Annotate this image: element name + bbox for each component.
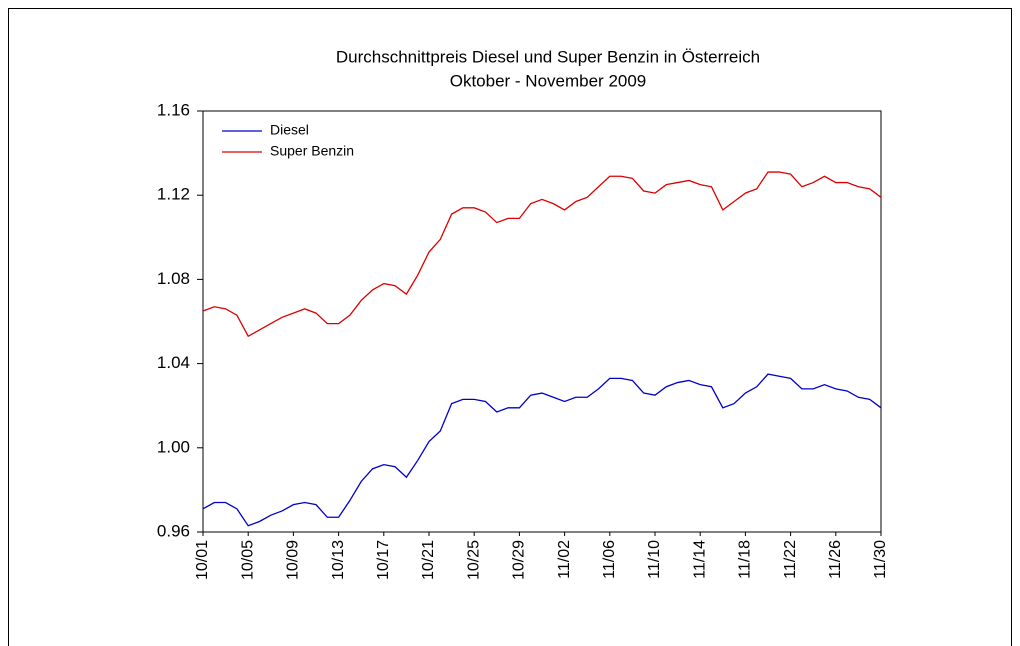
line-series [202,171,882,338]
chart-title: Durchschnittpreis Diesel und Super Benzi… [336,47,760,66]
x-tick-label: 10/09 [285,540,302,580]
x-tick-label: 10/25 [465,540,482,580]
plot-area [202,110,882,533]
x-tick-label: 11/22 [782,540,799,579]
y-tick-label: 1.00 [157,437,190,456]
x-tick-label: 10/21 [420,540,437,580]
y-tick-label: 1.08 [157,269,190,288]
x-tick-label: 10/05 [239,540,256,580]
x-tick-label: 11/10 [646,540,663,579]
x-tick-label: 11/18 [737,540,754,579]
legend-label: Super Benzin [270,143,354,159]
x-tick-label: 10/29 [511,540,528,580]
x-tick-label: 11/14 [691,540,708,579]
x-tick-label: 10/01 [194,540,211,580]
y-tick-label: 1.16 [157,100,190,119]
y-tick-label: 0.96 [157,521,190,540]
x-tick-label: 10/17 [375,540,392,580]
x-tick-label: 10/13 [330,540,347,580]
x-tick-label: 11/02 [556,540,573,579]
chart-subtitle: Oktober - November 2009 [450,71,647,90]
line-series [202,373,882,527]
x-tick-label: 11/06 [601,540,618,579]
x-tick-label: 11/30 [872,540,889,579]
y-tick-label: 1.12 [157,185,190,204]
legend-label: Diesel [270,122,309,138]
x-tick-label: 11/26 [827,540,844,579]
y-tick-label: 1.04 [157,353,190,372]
frame [8,8,1012,646]
